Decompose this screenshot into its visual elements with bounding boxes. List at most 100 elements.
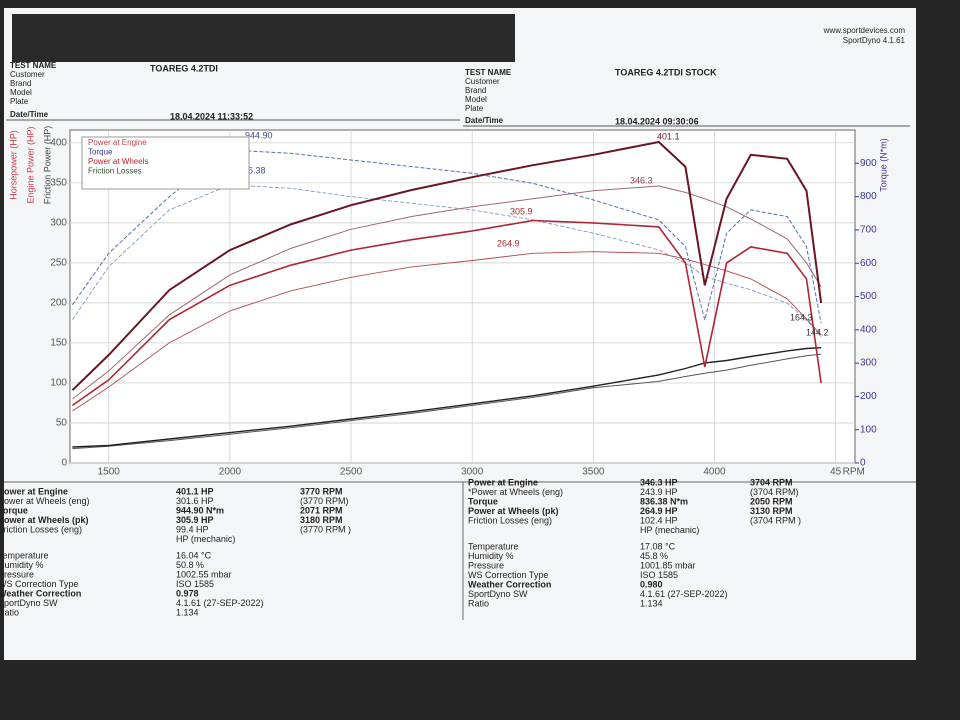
x-axis-label: RPM [843, 467, 865, 478]
result-rpm: (3770 RPM) [300, 496, 349, 506]
result-label: Power at Wheels (pk) [468, 506, 559, 516]
datetime: 18.04.2024 11:33:52 [170, 111, 253, 121]
weather-value: 1001.85 mbar [640, 560, 696, 570]
series-line [71, 219, 822, 407]
weather-label: Ratio [0, 607, 19, 617]
y2-tick-label: 700 [860, 225, 877, 236]
weather-value: ISO 1585 [640, 570, 678, 580]
weather-label: Humidity % [0, 560, 44, 570]
header-label: Plate [465, 104, 484, 113]
series-line [72, 185, 822, 400]
result-rpm: 2050 RPM [750, 496, 793, 506]
y-tick-label: 0 [61, 458, 67, 469]
result-rpm: (3704 RPM) [750, 487, 799, 497]
weather-label: Pressure [468, 560, 504, 570]
software: SportDyno 4.1.61 [843, 36, 906, 45]
series-line [71, 140, 823, 391]
header-label: Brand [465, 86, 486, 95]
redaction [12, 14, 515, 62]
header-label: TEST NAME [465, 68, 512, 77]
weather-value: 0.980 [640, 579, 663, 589]
legend-box [81, 136, 250, 190]
y-tick-label: 100 [50, 378, 67, 389]
result-value: HP (mechanic) [176, 534, 235, 544]
weather-label: SportDyno SW [0, 598, 58, 608]
header-label: TEST NAME [10, 61, 57, 70]
y2-tick-label: 800 [860, 191, 877, 202]
series-line [72, 251, 822, 412]
header-label: Model [465, 95, 487, 104]
y2-axis-label: Torque (N*m) [878, 138, 888, 192]
result-value: 401.1 HP [176, 486, 214, 496]
weather-value: 0.978 [176, 588, 199, 598]
legend-entry: Power at Engine [88, 138, 147, 147]
weather-label: WS Correction Type [0, 579, 78, 589]
result-rpm: 3704 RPM [750, 477, 793, 487]
y-axis-label: Friction Power (HP) [42, 126, 52, 205]
weather-value: 45.8 % [640, 551, 668, 561]
weather-value: 50.8 % [176, 560, 204, 570]
x-tick-label: 4000 [703, 467, 726, 478]
result-value: 243.9 HP [640, 487, 678, 497]
result-value: 301.6 HP [176, 496, 214, 506]
weather-label: Ratio [468, 598, 489, 608]
result-value: 99.4 HP [176, 524, 209, 534]
result-rpm: 3180 RPM [300, 515, 343, 525]
y-tick-label: 50 [56, 418, 68, 429]
header-label: Customer [465, 77, 500, 86]
result-label: Power at Engine [468, 477, 538, 487]
result-label: Friction Losses (eng) [468, 515, 552, 525]
result-label: Torque [0, 505, 28, 515]
y-tick-label: 300 [50, 217, 67, 228]
result-rpm: 2071 RPM [300, 505, 343, 515]
legend-entry: Friction Losses [88, 167, 142, 176]
header-label: Date/Time [10, 110, 49, 119]
series-line [72, 347, 822, 448]
header-label: Brand [10, 79, 31, 88]
series-line [72, 184, 822, 337]
y2-tick-label: 0 [860, 458, 866, 469]
result-value: 305.9 HP [176, 515, 214, 525]
y-tick-label: 200 [50, 298, 67, 309]
result-value: 102.4 HP [640, 515, 678, 525]
y2-tick-label: 200 [860, 391, 877, 402]
result-label: Torque [468, 496, 498, 506]
result-value: 836.38 N*m [640, 496, 688, 506]
result-rpm: 3130 RPM [750, 506, 793, 516]
result-value: 944.90 N*m [176, 505, 224, 515]
test-name: TOAREG 4.2TDI [150, 63, 218, 73]
result-label: Friction Losses (eng) [0, 524, 82, 534]
result-value: HP (mechanic) [640, 525, 699, 535]
legend-entry: Torque [88, 148, 113, 157]
header-label: Plate [10, 97, 29, 106]
annotation: 305.9 [510, 206, 533, 216]
weather-label: Weather Correction [468, 579, 551, 589]
result-value: 346.3 HP [640, 477, 678, 487]
result-rpm: (3704 RPM ) [750, 515, 801, 525]
y-tick-label: 350 [50, 177, 67, 188]
series-line [71, 149, 822, 324]
legend-entry: Power at Wheels [88, 157, 148, 166]
datetime: 18.04.2024 09:30:06 [615, 116, 699, 126]
y-tick-label: 250 [50, 258, 67, 269]
y-tick-label: 150 [50, 338, 67, 349]
x-tick-label: 3500 [582, 467, 605, 478]
annotation: 944.90 [245, 130, 273, 140]
weather-label: Humidity % [468, 551, 514, 561]
annotation: 144.2 [806, 327, 829, 337]
x-tick-label: 1500 [98, 467, 121, 478]
y2-tick-label: 500 [860, 291, 877, 302]
annotation: 346.3 [630, 175, 653, 185]
x-tick-label: 3000 [461, 467, 484, 478]
result-label: Power at Wheels (pk) [0, 515, 89, 525]
y-axis-label: Engine Power (HP) [25, 126, 35, 203]
x-tick-label: 2500 [340, 467, 363, 478]
result-label: *Power at Wheels (eng) [468, 487, 563, 497]
weather-label: Weather Correction [0, 588, 81, 598]
y2-tick-label: 300 [860, 358, 877, 369]
result-label: Power at Engine [0, 486, 68, 496]
y2-tick-label: 400 [860, 324, 877, 335]
weather-value: ISO 1585 [176, 579, 214, 589]
weather-label: Temperature [0, 550, 49, 560]
